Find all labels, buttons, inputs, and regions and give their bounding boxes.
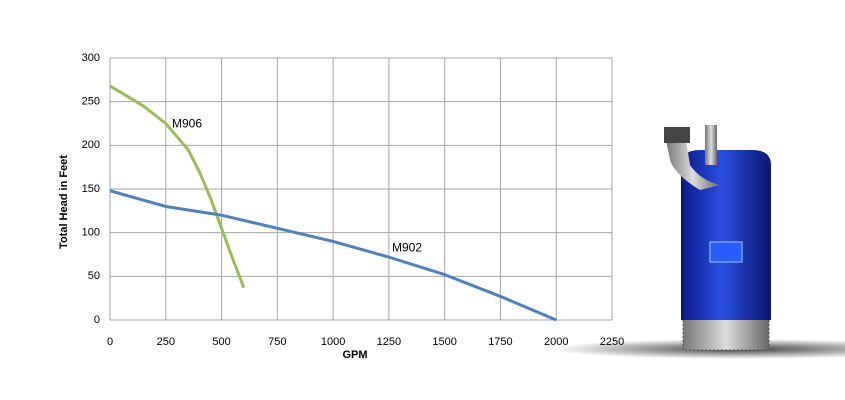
y-tick-label: 150 xyxy=(82,183,100,195)
y-tick-label: 200 xyxy=(82,139,100,151)
series-line xyxy=(109,84,246,289)
x-axis-title: GPM xyxy=(342,349,367,361)
x-tick-label: 1250 xyxy=(377,336,401,348)
y-tick-label: 300 xyxy=(82,52,100,64)
x-tick-label: 250 xyxy=(157,336,175,348)
y-axis-title: Total Head in Feet xyxy=(58,155,70,249)
series-line xyxy=(109,189,557,322)
y-tick-label: 250 xyxy=(82,96,100,108)
x-tick-label: 500 xyxy=(212,336,230,348)
x-tick-label: 750 xyxy=(268,336,286,348)
y-tick-label: 100 xyxy=(82,227,100,239)
series-label: M906 xyxy=(172,117,202,131)
x-tick-label: 0 xyxy=(107,336,113,348)
pump-image xyxy=(550,125,845,359)
x-tick-label: 2000 xyxy=(544,336,568,348)
series-label: M902 xyxy=(392,241,422,255)
y-tick-label: 0 xyxy=(94,314,100,326)
x-tick-label: 1500 xyxy=(432,336,456,348)
x-tick-label: 1750 xyxy=(488,336,512,348)
x-tick-label: 1000 xyxy=(321,336,345,348)
y-tick-label: 50 xyxy=(88,270,100,282)
x-tick-label: 2250 xyxy=(600,336,624,348)
